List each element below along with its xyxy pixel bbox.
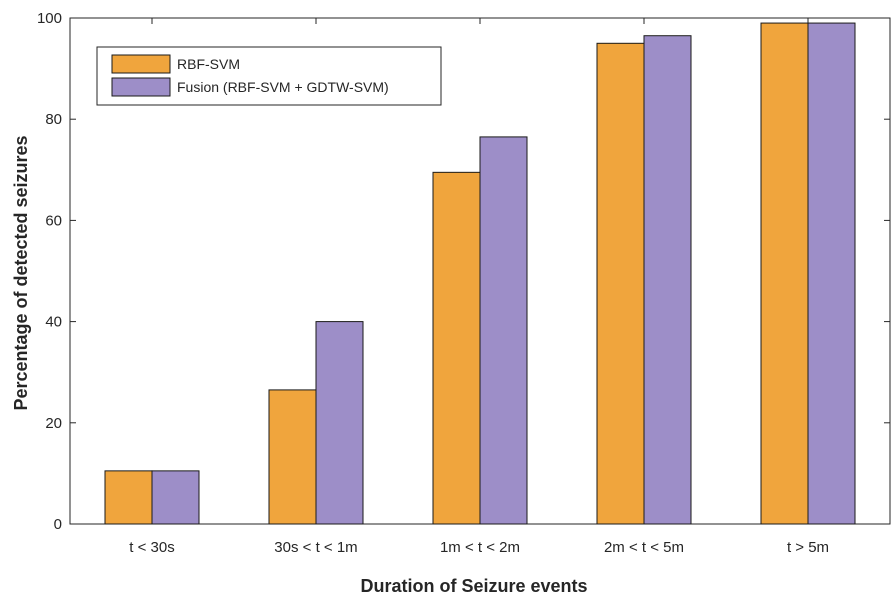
legend: RBF-SVM Fusion (RBF-SVM + GDTW-SVM) — [97, 47, 441, 105]
legend-label: Fusion (RBF-SVM + GDTW-SVM) — [177, 79, 389, 95]
bar-rbf-svm — [761, 23, 808, 524]
x-tick-label: 1m < t < 2m — [440, 539, 520, 556]
legend-swatch — [112, 55, 170, 73]
legend-swatch — [112, 78, 170, 96]
bar-fusion — [480, 137, 527, 524]
bar-rbf-svm — [105, 471, 152, 524]
y-tick-label: 80 — [45, 111, 62, 128]
bar-fusion — [316, 322, 363, 524]
x-tick-label: 2m < t < 5m — [604, 539, 684, 556]
y-tick-label: 60 — [45, 212, 62, 229]
y-axis-title: Percentage of detected seizures — [11, 135, 31, 410]
bar-fusion — [808, 23, 855, 524]
bar-rbf-svm — [433, 172, 480, 524]
x-axis-title: Duration of Seizure events — [360, 576, 587, 596]
bar-rbf-svm — [597, 43, 644, 524]
y-tick-label: 100 — [37, 10, 62, 27]
bar-rbf-svm — [269, 390, 316, 524]
x-tick-label: t < 30s — [129, 539, 174, 556]
legend-label: RBF-SVM — [177, 56, 240, 72]
bar-fusion — [644, 36, 691, 524]
y-tick-label: 20 — [45, 415, 62, 432]
y-tick-label: 40 — [45, 314, 62, 331]
x-tick-label: 30s < t < 1m — [274, 539, 357, 556]
x-tick-label: t > 5m — [787, 539, 829, 556]
y-tick-label: 0 — [54, 516, 62, 533]
bar-fusion — [152, 471, 199, 524]
